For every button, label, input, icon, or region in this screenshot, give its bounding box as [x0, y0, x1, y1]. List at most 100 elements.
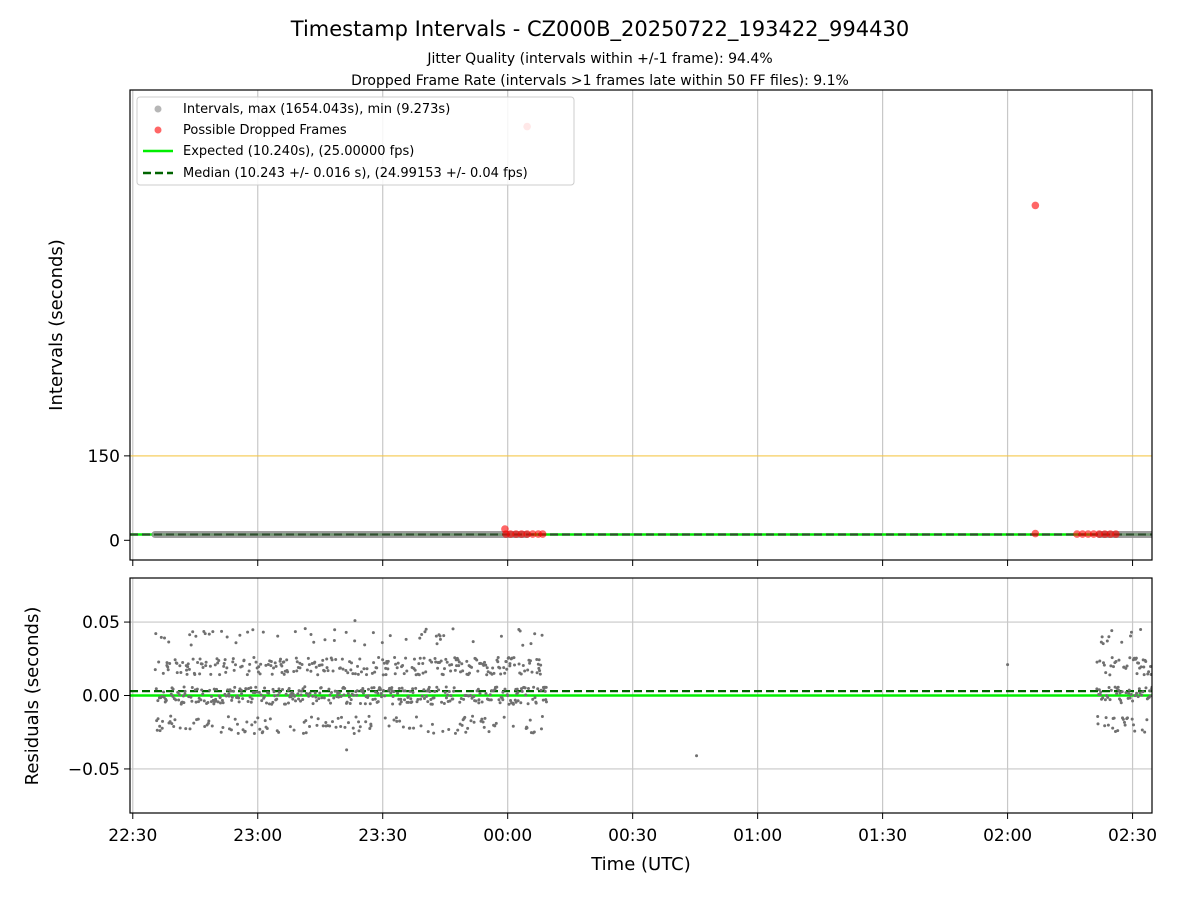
residual-point	[536, 687, 540, 691]
residual-point	[185, 672, 189, 676]
x-tick-label: 00:00	[483, 826, 532, 846]
residual-point	[169, 714, 173, 718]
residual-point	[282, 672, 286, 676]
residual-point	[472, 694, 476, 698]
residual-point	[404, 656, 408, 660]
residual-point	[396, 661, 400, 665]
residual-point	[203, 725, 207, 729]
residual-point	[370, 686, 374, 690]
residual-point	[153, 668, 157, 672]
residual-point	[298, 666, 302, 670]
residual-point	[459, 697, 463, 701]
residual-point	[337, 691, 341, 695]
residual-point	[444, 685, 448, 689]
residual-point	[225, 635, 229, 639]
residual-point	[220, 629, 224, 633]
residual-point	[402, 672, 406, 676]
residual-point	[411, 687, 415, 691]
residual-point	[348, 702, 352, 706]
residual-point	[170, 722, 174, 726]
residual-point	[306, 656, 310, 660]
residual-point	[208, 688, 212, 692]
intervals-y-tick-label: 150	[88, 447, 120, 467]
residual-point	[409, 697, 413, 701]
residual-point	[239, 688, 243, 692]
residual-point	[280, 671, 284, 675]
residual-point	[449, 694, 453, 698]
residual-point	[236, 731, 240, 735]
residual-point	[349, 698, 353, 702]
residual-point	[448, 699, 452, 703]
residual-point	[423, 630, 427, 634]
residual-point	[155, 728, 159, 732]
residual-point	[498, 701, 502, 705]
residual-point	[476, 687, 480, 691]
x-tick-label: 02:30	[1108, 826, 1157, 846]
residual-point	[390, 686, 394, 690]
residual-point	[388, 634, 392, 638]
residual-point	[215, 687, 219, 691]
residual-point	[200, 662, 204, 666]
residual-point	[391, 702, 395, 706]
residual-point	[538, 669, 542, 673]
residual-point	[508, 662, 512, 666]
residual-point	[248, 662, 252, 666]
residual-point	[187, 667, 191, 671]
residual-point	[521, 643, 525, 647]
residual-point	[455, 664, 459, 668]
legend-dropped-label: Possible Dropped Frames	[183, 123, 347, 138]
dropped-frame-point	[1100, 530, 1109, 538]
residual-point	[349, 668, 353, 672]
residual-point	[399, 700, 403, 704]
residual-point	[197, 700, 201, 704]
residual-point	[438, 637, 442, 641]
residual-point	[485, 666, 489, 670]
residual-point	[1118, 691, 1122, 695]
residual-point	[202, 630, 206, 634]
x-tick-label: 22:30	[108, 826, 157, 846]
residual-point	[200, 688, 204, 692]
residual-point	[229, 689, 233, 693]
residual-point	[233, 663, 237, 667]
residual-point	[421, 661, 425, 665]
residual-point	[376, 691, 380, 695]
residual-point	[523, 686, 527, 690]
residual-point	[406, 694, 410, 698]
residual-point	[230, 698, 234, 702]
residual-point	[291, 697, 295, 701]
residual-point	[1129, 634, 1133, 638]
residual-point	[357, 720, 361, 724]
residual-point	[207, 719, 211, 723]
dropped-frame-point	[1095, 530, 1104, 538]
residual-point	[371, 698, 375, 702]
residual-point	[1128, 656, 1132, 660]
residual-point	[188, 633, 192, 637]
residual-point	[1137, 661, 1141, 665]
residual-point	[469, 719, 473, 723]
residual-point	[321, 658, 325, 662]
residual-point	[1098, 659, 1102, 663]
dropped-frame-point	[1078, 530, 1087, 538]
residual-point	[1101, 661, 1105, 665]
residual-point	[397, 686, 401, 690]
residual-point	[534, 701, 538, 705]
residual-point	[304, 731, 308, 735]
residual-point	[517, 662, 521, 666]
residual-point	[189, 695, 193, 699]
residual-point	[368, 726, 372, 730]
residual-point	[518, 629, 522, 633]
residual-point	[263, 719, 267, 723]
residual-point	[358, 657, 362, 661]
residual-point	[480, 717, 484, 721]
residual-point	[318, 691, 322, 695]
residual-point	[1119, 701, 1123, 705]
residual-point	[194, 634, 198, 638]
residual-point	[413, 668, 417, 672]
residual-point	[369, 724, 373, 728]
residual-point	[159, 635, 163, 639]
residual-point	[286, 670, 290, 674]
residual-point	[453, 668, 457, 672]
residual-point	[312, 640, 316, 644]
residual-point	[505, 667, 509, 671]
residual-point	[190, 685, 194, 689]
